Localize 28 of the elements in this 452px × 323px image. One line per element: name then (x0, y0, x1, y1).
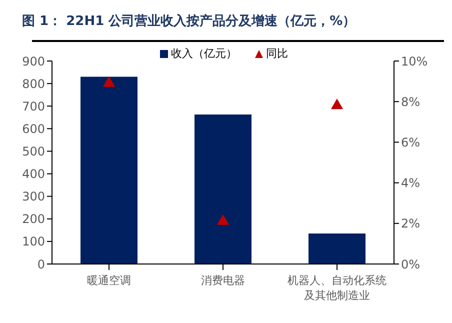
bar (194, 114, 252, 264)
legend-label: 收入（亿元） (171, 46, 237, 61)
y2-tick-label: 4% (401, 176, 420, 190)
y2-tick-label: 2% (401, 216, 420, 231)
x-tick-label: 机器人、自动化系统及其他制造业 (288, 274, 386, 302)
y2-tick-label: 0% (401, 257, 420, 272)
x-tick-label: 暖通空调 (87, 274, 131, 287)
y-tick-label: 900 (22, 54, 45, 68)
y-tick-label: 300 (22, 190, 45, 204)
chart-title: 图 1： 22H1 公司营业收入按产品分及增速（亿元，%） (21, 12, 357, 31)
y-tick-label: 700 (22, 99, 45, 114)
legend-label: 同比 (266, 46, 288, 61)
bar (308, 234, 366, 264)
y-tick-label: 400 (22, 167, 45, 182)
y-tick-label: 500 (22, 144, 45, 158)
y-tick-label: 200 (22, 212, 45, 226)
y2-tick-label: 10% (401, 54, 428, 68)
y2-tick-label: 6% (401, 135, 420, 150)
y-tick-label: 600 (22, 122, 45, 136)
x-tick-label: 消费电器 (201, 274, 245, 287)
bar (80, 76, 138, 264)
point (330, 98, 344, 110)
y2-tick-label: 8% (401, 94, 420, 109)
point (102, 76, 116, 87)
y-tick-label: 100 (22, 234, 45, 249)
y-tick-label: 800 (22, 76, 45, 91)
point (216, 214, 230, 225)
y-tick-label: 0 (37, 257, 45, 272)
